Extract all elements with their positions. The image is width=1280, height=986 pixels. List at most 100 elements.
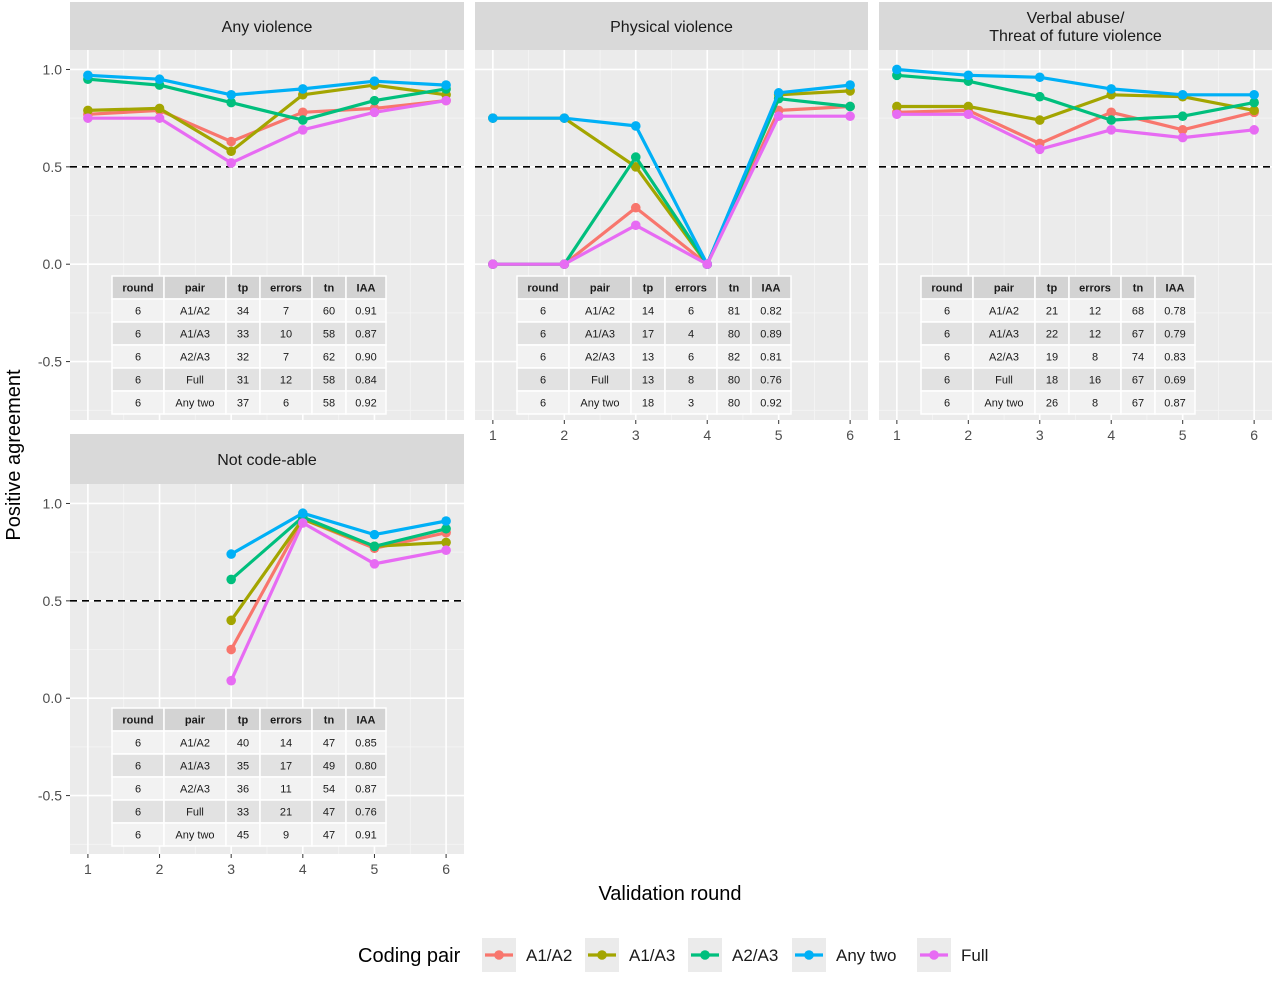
table-cell-text: 35: [237, 761, 249, 773]
table-cell-text: 33: [237, 807, 249, 819]
data-point: [226, 549, 236, 559]
data-point: [1106, 84, 1117, 94]
data-point: [226, 89, 236, 100]
panel: Any violence -0.5 0.0 0.5 1.0 round pair tp erro…: [38, 2, 464, 420]
series-line: [896, 73, 1255, 122]
x-tick-label: 6: [442, 861, 450, 877]
data-point: [226, 97, 236, 108]
table-cell-text: 6: [135, 375, 141, 387]
data-point: [154, 113, 165, 123]
y-tick-label: 0.0: [43, 690, 63, 706]
table-cell-text: 18: [1046, 375, 1058, 387]
data-point: [630, 162, 641, 172]
table-cell-text: 67: [1132, 329, 1144, 341]
table-header-text: IAA: [1166, 283, 1185, 295]
series-line: [230, 511, 447, 556]
table-cell-text: 0.83: [1164, 352, 1185, 364]
data-point: [441, 537, 451, 548]
data-point: [773, 111, 784, 122]
table-cell-text: 6: [944, 352, 950, 364]
legend-label: A2/A3: [732, 946, 778, 965]
table-cell-text: 58: [323, 398, 335, 410]
series-line: [87, 83, 447, 153]
table-cell-text: 0.87: [355, 784, 376, 796]
series-any-two: [83, 70, 451, 100]
table-cell-text: 67: [1132, 375, 1144, 387]
data-point: [845, 80, 855, 90]
data-point: [369, 529, 380, 540]
table-header-text: IAA: [357, 283, 376, 295]
data-point: [963, 70, 974, 81]
table-cell-text: A1/A3: [180, 761, 210, 773]
table-cell-text: 45: [237, 830, 249, 842]
data-point: [298, 518, 308, 528]
table-cell-text: 80: [728, 398, 740, 410]
table-cell-text: 6: [688, 306, 694, 318]
series-line: [896, 108, 1255, 146]
table-header-text: tp: [238, 715, 249, 727]
table-cell-text: A1/A3: [989, 329, 1019, 341]
data-point: [630, 152, 641, 162]
table-cell-text: A2/A3: [180, 784, 210, 796]
data-point: [488, 113, 498, 123]
table-cell-text: 60: [323, 306, 335, 318]
data-point: [1106, 115, 1117, 125]
table-cell-text: 80: [728, 375, 740, 387]
table-cell-text: 6: [135, 329, 141, 341]
table-cell-text: Any two: [984, 398, 1023, 410]
x-tick-label: 1: [84, 861, 92, 877]
data-point: [226, 574, 236, 585]
table-cell-text: 0.92: [760, 398, 781, 410]
table-cell-text: 21: [280, 807, 292, 819]
series-full: [488, 111, 855, 270]
data-point: [83, 70, 93, 81]
panel-strip: [70, 2, 464, 50]
data-point: [441, 545, 451, 556]
series-full: [83, 95, 451, 168]
table-header-text: IAA: [762, 283, 781, 295]
x-tick-label: 5: [371, 861, 379, 877]
y-tick-label: -0.5: [38, 354, 62, 370]
table-cell-text: Full: [186, 807, 204, 819]
data-point: [298, 115, 308, 125]
x-tick-label: 2: [156, 861, 164, 877]
table-header-text: tn: [1133, 283, 1144, 295]
table-cell-text: 0.78: [1164, 306, 1185, 318]
table-cell-text: 10: [280, 329, 292, 341]
data-point: [369, 559, 380, 569]
data-point: [441, 80, 451, 90]
table-cell-text: 58: [323, 329, 335, 341]
table-cell-text: Full: [995, 375, 1013, 387]
panel-strip: [475, 2, 868, 50]
x-tick-label: 4: [703, 427, 711, 443]
table-cell-text: 12: [1089, 306, 1101, 318]
data-point: [441, 516, 451, 526]
table-cell-text: 9: [283, 830, 289, 842]
table-header-text: pair: [994, 283, 1015, 295]
x-tick-label: 6: [846, 427, 854, 443]
data-point: [1177, 125, 1188, 135]
data-point: [369, 107, 380, 118]
table-cell-text: 6: [135, 807, 141, 819]
series-any-two: [892, 64, 1259, 100]
legend-point: [929, 950, 939, 960]
table-cell-text: 0.89: [760, 329, 781, 341]
data-point: [1034, 91, 1045, 102]
table-cell-text: 47: [323, 807, 335, 819]
table-cell-text: 0.91: [355, 830, 376, 842]
table-header-text: pair: [185, 283, 206, 295]
series-line: [896, 67, 1255, 97]
series-full: [892, 109, 1259, 155]
table-cell-text: 0.92: [355, 398, 376, 410]
table-cell-text: A1/A2: [180, 306, 210, 318]
data-point: [226, 136, 236, 147]
table-header-text: errors: [270, 715, 302, 727]
summary-table: round pair tp errors tn IAA 6 A1/A2 14 6 81 0.82 6 A1…: [516, 275, 792, 415]
panels-layer: Any violence -0.5 0.0 0.5 1.0 round pair tp erro…: [38, 2, 1272, 877]
y-tick-label: 0.5: [43, 593, 63, 609]
table-cell-text: 17: [280, 761, 292, 773]
table-cell-text: 0.80: [355, 761, 376, 773]
panel: Physical violence 1 2 3 4 5 6 round pair tp errors…: [475, 2, 868, 443]
data-point: [963, 101, 974, 112]
